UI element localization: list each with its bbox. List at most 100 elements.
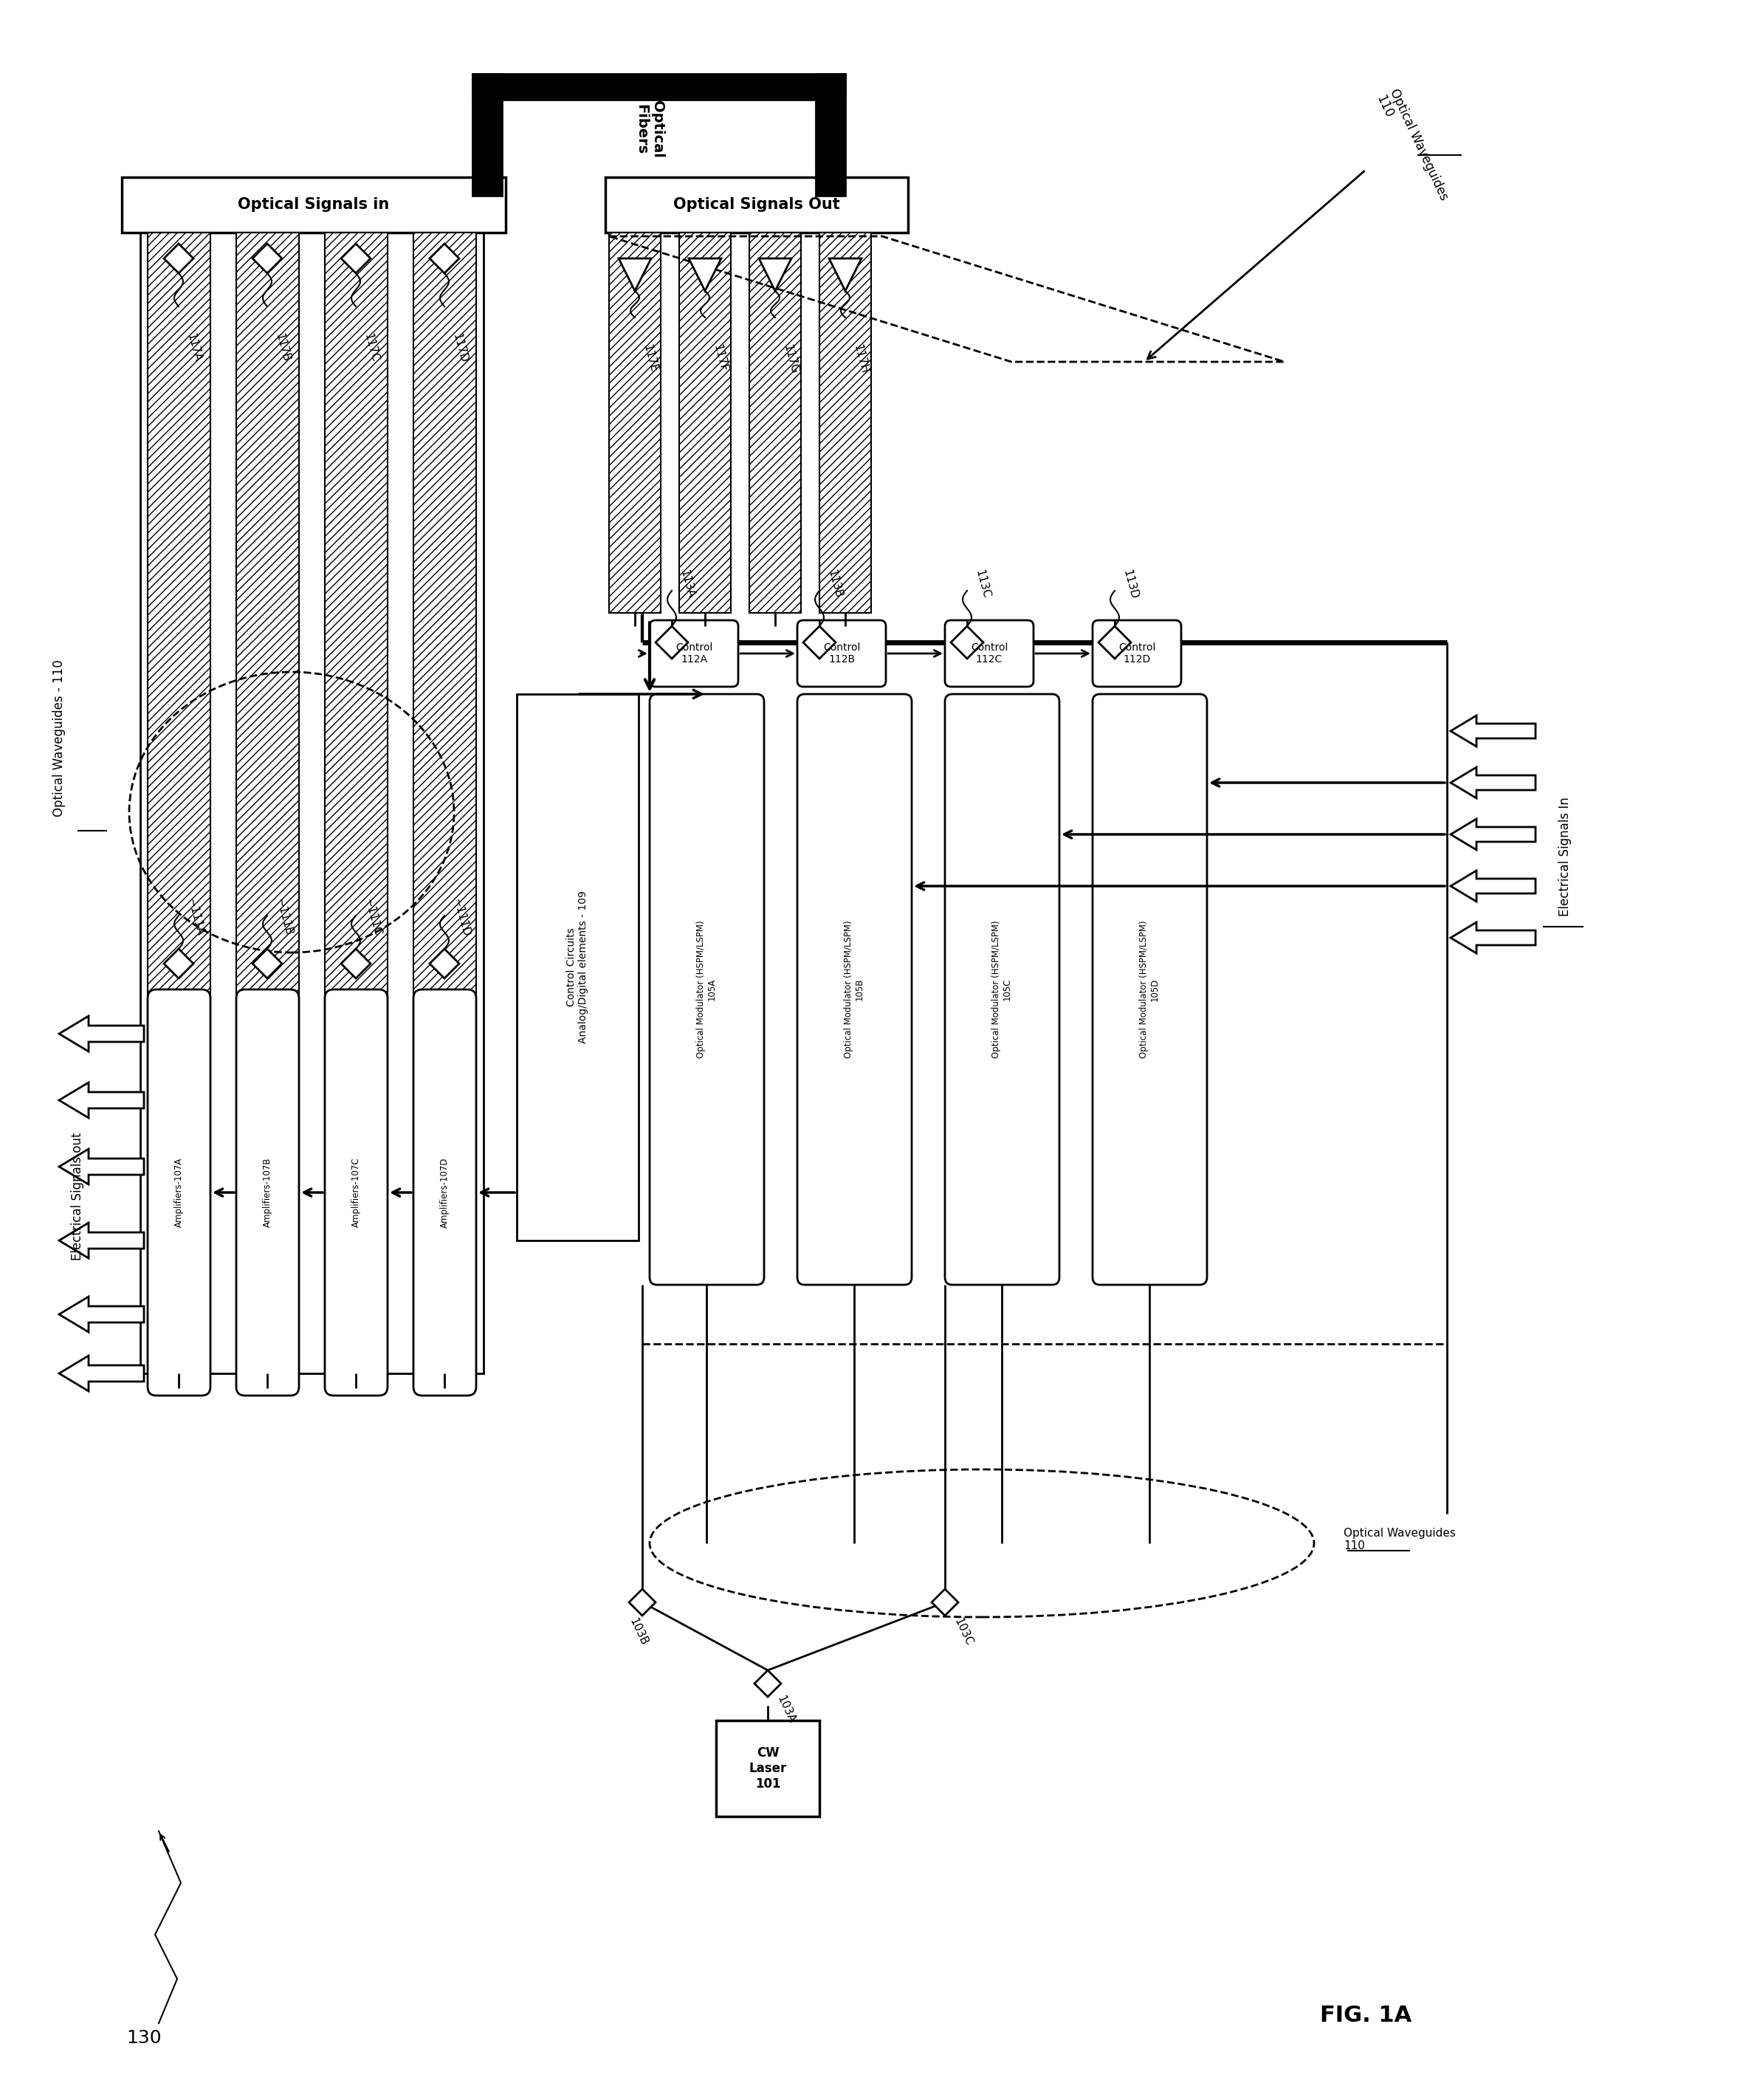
FancyArrow shape: [59, 1016, 144, 1052]
Bar: [237, 233, 299, 1373]
Text: 103B: 103B: [628, 1617, 649, 1646]
Text: 117E: 117E: [640, 344, 659, 374]
Polygon shape: [430, 244, 459, 273]
Text: 117A: 117A: [184, 332, 204, 363]
Polygon shape: [628, 1590, 656, 1615]
Text: Optical Waveguides
110: Optical Waveguides 110: [1373, 86, 1451, 208]
Polygon shape: [164, 244, 193, 273]
Text: 103C: 103C: [952, 1617, 974, 1648]
Text: Optical Modulator (HSPM/LSPM)
105D: Optical Modulator (HSPM/LSPM) 105D: [1140, 920, 1161, 1058]
Text: 113B: 113B: [825, 569, 844, 601]
Text: Amplifiers-107D: Amplifiers-107D: [440, 1157, 449, 1228]
Text: Control
112A: Control 112A: [675, 643, 712, 664]
Polygon shape: [252, 244, 282, 273]
Polygon shape: [931, 1590, 959, 1615]
FancyBboxPatch shape: [945, 619, 1034, 687]
FancyBboxPatch shape: [797, 695, 912, 1285]
Text: Optical
Fibers: Optical Fibers: [635, 101, 665, 157]
Bar: [679, 233, 731, 613]
FancyArrow shape: [1451, 819, 1535, 851]
Text: 117D: 117D: [451, 332, 468, 363]
Polygon shape: [755, 1670, 781, 1697]
Bar: [606, 176, 908, 233]
Text: Optical Signals in: Optical Signals in: [238, 197, 390, 212]
Bar: [816, 74, 846, 195]
Bar: [148, 233, 211, 1373]
Text: ~111C: ~111C: [362, 897, 383, 937]
Text: 117F: 117F: [712, 344, 729, 374]
Text: 113D: 113D: [1121, 569, 1140, 601]
FancyBboxPatch shape: [414, 989, 477, 1397]
Text: Optical Waveguides
110: Optical Waveguides 110: [1343, 1527, 1456, 1552]
FancyBboxPatch shape: [797, 619, 886, 687]
Text: 117B: 117B: [273, 332, 291, 363]
Text: Optical Modulator (HSPM/LSPM)
105C: Optical Modulator (HSPM/LSPM) 105C: [992, 920, 1013, 1058]
Text: Amplifiers-107A: Amplifiers-107A: [174, 1157, 183, 1226]
Text: FIG. 1A: FIG. 1A: [1321, 2006, 1411, 2026]
FancyArrow shape: [59, 1296, 144, 1331]
Text: Control
112D: Control 112D: [1119, 643, 1155, 664]
Polygon shape: [619, 258, 651, 292]
Text: 113A: 113A: [677, 569, 696, 598]
Bar: [820, 233, 872, 613]
Text: Electrical Signals In: Electrical Signals In: [1559, 796, 1571, 916]
Text: ~111A: ~111A: [184, 897, 205, 937]
Polygon shape: [341, 949, 371, 979]
FancyBboxPatch shape: [649, 619, 738, 687]
FancyArrow shape: [1451, 922, 1535, 953]
Polygon shape: [828, 258, 861, 292]
Text: ~111B: ~111B: [273, 897, 294, 937]
FancyBboxPatch shape: [649, 695, 764, 1285]
Polygon shape: [341, 244, 371, 273]
Polygon shape: [759, 258, 792, 292]
Text: Optical Signals Out: Optical Signals Out: [673, 197, 840, 212]
FancyArrow shape: [59, 1149, 144, 1184]
FancyArrow shape: [1451, 766, 1535, 798]
Text: Amplifiers-107B: Amplifiers-107B: [263, 1157, 271, 1226]
Polygon shape: [656, 626, 687, 659]
FancyArrow shape: [59, 1082, 144, 1117]
Polygon shape: [252, 949, 282, 979]
Text: Optical Modulator (HSPM/LSPM)
105B: Optical Modulator (HSPM/LSPM) 105B: [844, 920, 865, 1058]
Text: 113C: 113C: [973, 569, 992, 601]
Text: 117G: 117G: [781, 344, 799, 376]
Bar: [414, 233, 477, 1373]
FancyBboxPatch shape: [1093, 695, 1208, 1285]
Text: CW
Laser
101: CW Laser 101: [748, 1747, 786, 1791]
Bar: [717, 1720, 820, 1816]
Text: Electrical Signals out: Electrical Signals out: [71, 1132, 84, 1260]
Bar: [122, 176, 506, 233]
Bar: [750, 233, 800, 613]
FancyBboxPatch shape: [237, 989, 299, 1397]
Text: Control
112B: Control 112B: [823, 643, 860, 664]
Bar: [609, 233, 661, 613]
Bar: [473, 74, 503, 195]
FancyBboxPatch shape: [148, 989, 211, 1397]
Bar: [517, 695, 639, 1241]
Bar: [325, 233, 388, 1373]
Text: Control Circuits
Analog/Digital elements - 109: Control Circuits Analog/Digital elements…: [566, 890, 588, 1044]
Text: Optical Modulator (HSPM/LSPM)
105A: Optical Modulator (HSPM/LSPM) 105A: [696, 920, 717, 1058]
Polygon shape: [804, 626, 835, 659]
Polygon shape: [164, 949, 193, 979]
Text: Optical Waveguides - 110: Optical Waveguides - 110: [52, 659, 66, 817]
FancyBboxPatch shape: [945, 695, 1060, 1285]
FancyArrow shape: [59, 1357, 144, 1390]
Text: 130: 130: [127, 2029, 162, 2048]
Polygon shape: [950, 626, 983, 659]
Text: 103A: 103A: [774, 1695, 797, 1724]
FancyArrow shape: [1451, 716, 1535, 746]
Polygon shape: [430, 949, 459, 979]
Text: Amplifiers-107C: Amplifiers-107C: [351, 1157, 360, 1226]
FancyBboxPatch shape: [1093, 619, 1181, 687]
Bar: [473, 74, 846, 99]
Polygon shape: [689, 258, 722, 292]
FancyArrow shape: [59, 1222, 144, 1258]
Bar: [141, 233, 484, 1373]
FancyArrow shape: [1451, 872, 1535, 901]
Text: 117C: 117C: [362, 332, 379, 363]
Text: ~111D: ~111D: [451, 897, 472, 939]
Text: 117H: 117H: [851, 344, 870, 376]
Polygon shape: [1098, 626, 1131, 659]
FancyBboxPatch shape: [325, 989, 388, 1397]
